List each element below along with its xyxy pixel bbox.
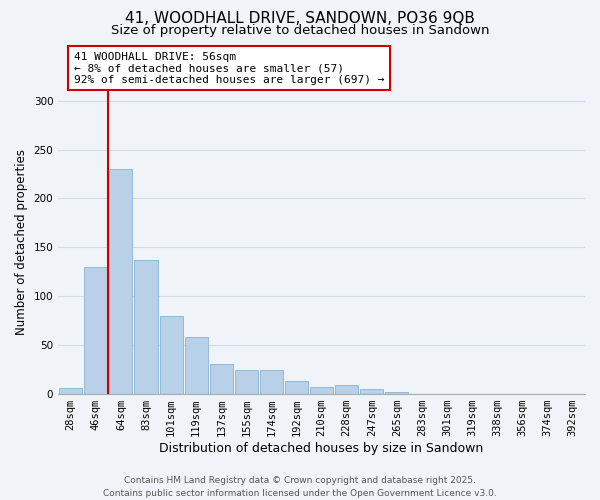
Text: 41, WOODHALL DRIVE, SANDOWN, PO36 9QB: 41, WOODHALL DRIVE, SANDOWN, PO36 9QB: [125, 11, 475, 26]
X-axis label: Distribution of detached houses by size in Sandown: Distribution of detached houses by size …: [160, 442, 484, 455]
Bar: [335, 386, 358, 394]
Bar: [84, 267, 107, 394]
Bar: [134, 260, 158, 394]
Bar: [235, 370, 258, 394]
Bar: [209, 364, 233, 394]
Bar: [109, 169, 133, 394]
Text: Contains HM Land Registry data © Crown copyright and database right 2025.
Contai: Contains HM Land Registry data © Crown c…: [103, 476, 497, 498]
Bar: [160, 316, 182, 394]
Y-axis label: Number of detached properties: Number of detached properties: [15, 150, 28, 336]
Bar: [260, 370, 283, 394]
Bar: [285, 382, 308, 394]
Bar: [385, 392, 409, 394]
Text: 41 WOODHALL DRIVE: 56sqm
← 8% of detached houses are smaller (57)
92% of semi-de: 41 WOODHALL DRIVE: 56sqm ← 8% of detache…: [74, 52, 385, 85]
Bar: [360, 389, 383, 394]
Text: Size of property relative to detached houses in Sandown: Size of property relative to detached ho…: [111, 24, 489, 37]
Bar: [185, 338, 208, 394]
Bar: [59, 388, 82, 394]
Bar: [310, 387, 333, 394]
